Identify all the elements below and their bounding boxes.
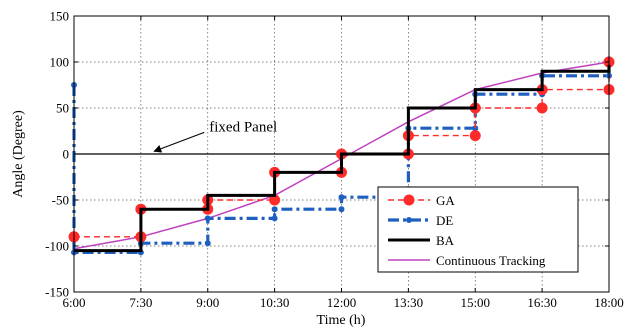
legend: GA DE BA Continuous Tracking (377, 186, 579, 273)
series-point-de (204, 215, 211, 222)
series-line-ba (74, 64, 611, 253)
legend-marker-ga (403, 194, 415, 206)
series-point-ga (536, 102, 548, 114)
annotation-text: fixed Panel (209, 119, 277, 135)
series-point-de (338, 206, 345, 213)
series-point-de (271, 206, 278, 213)
x-tick-label: 16:30 (527, 295, 557, 310)
ticks: 6:00 7:30 9:00 10:30 12:00 13:30 15:00 16:30 18:… (45, 9, 624, 311)
x-tick-label: 7:30 (129, 295, 152, 310)
x-tick-label: 12:00 (327, 295, 357, 310)
legend-label-ga: GA (436, 193, 455, 208)
x-tick-label: 18:00 (594, 295, 624, 310)
series-point-de (472, 125, 479, 132)
series-point-ga (469, 130, 481, 142)
series-point-de (271, 215, 278, 222)
y-tick-label: 100 (50, 55, 70, 70)
legend-label-de: DE (436, 213, 453, 228)
x-tick-label: 15:00 (460, 295, 490, 310)
y-tick-label: -100 (45, 239, 69, 254)
y-tick-label: 150 (50, 9, 70, 24)
x-tick-label: 9:00 (196, 295, 219, 310)
y-axis-label: Angle (Degree) (11, 110, 26, 198)
y-tick-label: 0 (63, 147, 70, 162)
legend-marker-de (406, 217, 412, 223)
y-tick-label: -150 (45, 285, 69, 300)
series-layer (68, 56, 615, 256)
annotation-layer: fixed Panel (153, 119, 277, 153)
annotation-arrow (153, 131, 205, 153)
legend-label-continuous-tracking: Continuous Tracking (436, 253, 546, 268)
series-point-ga (269, 194, 281, 206)
y-tick-label: -50 (52, 193, 69, 208)
series-point-de (338, 194, 345, 201)
x-tick-label: 13:30 (394, 295, 424, 310)
y-tick-label: 50 (56, 101, 69, 116)
series-point-de (204, 240, 211, 247)
x-axis-label: Time (h) (317, 313, 366, 328)
x-tick-label: 6:00 (62, 295, 85, 310)
x-tick-label: 10:30 (260, 295, 290, 310)
legend-label-ba: BA (436, 233, 455, 248)
